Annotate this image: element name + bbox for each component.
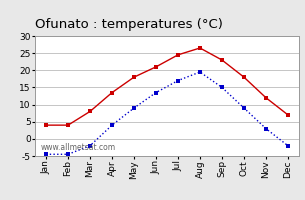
Text: Ofunato : temperatures (°C): Ofunato : temperatures (°C) [35,18,223,31]
Text: www.allmetsat.com: www.allmetsat.com [40,143,116,152]
